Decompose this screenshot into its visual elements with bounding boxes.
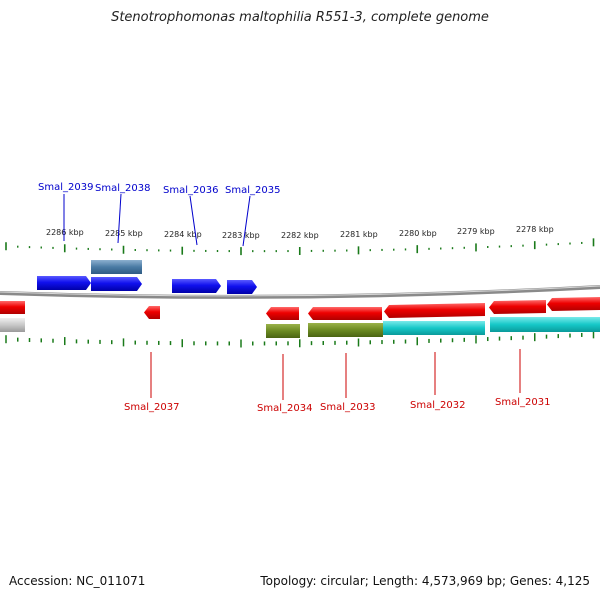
- accession-info: Accession: NC_011071: [9, 574, 146, 588]
- scale-label: 2284 kbp: [164, 230, 202, 239]
- scale-label: 2278 kbp: [516, 225, 554, 234]
- forward-leaders: [63, 193, 251, 247]
- gene-label[interactable]: Smal_2034: [257, 403, 312, 414]
- forward-gene-labels: Smal_2039 Smal_2038 Smal_2036 Smal_2035: [38, 182, 280, 196]
- gene-smal-2033-cds[interactable]: [308, 307, 382, 320]
- scale-label: 2281 kbp: [340, 230, 378, 239]
- gene-smal-2035[interactable]: [227, 280, 257, 294]
- scale-label: 2286 kbp: [46, 228, 84, 237]
- gene-label[interactable]: Smal_2031: [495, 397, 550, 408]
- gene-label[interactable]: Smal_2032: [410, 400, 465, 411]
- leader-smal-2035: [242, 195, 251, 247]
- gene-smal-2032-region[interactable]: [383, 321, 485, 335]
- gene-smal-2039[interactable]: [37, 276, 91, 290]
- gene-smal-2037[interactable]: [144, 306, 160, 319]
- gene-label[interactable]: Smal_2033: [320, 402, 375, 413]
- forward-strand-features: [37, 260, 257, 294]
- scale-label: 2279 kbp: [457, 227, 495, 236]
- leader-smal-2036: [189, 195, 198, 246]
- outer-tick-ring: [5, 238, 595, 256]
- scale-label: 2285 kbp: [105, 229, 143, 238]
- gene-smal-2034-cds[interactable]: [266, 307, 299, 320]
- gene-smal-2033-region[interactable]: [308, 323, 383, 337]
- scale-label: 2280 kbp: [399, 229, 437, 238]
- scale-label: 2283 kbp: [222, 231, 260, 240]
- reverse-leaders: [150, 349, 521, 400]
- scale-labels: 2286 kbp 2285 kbp 2284 kbp 2283 kbp 2282…: [46, 225, 554, 240]
- gene-left-edge-red[interactable]: [0, 301, 25, 314]
- gene-smal-2036[interactable]: [172, 279, 221, 293]
- gene-label[interactable]: Smal_2038: [95, 183, 150, 194]
- gene-smal-2031-region[interactable]: [490, 317, 600, 332]
- gene-label[interactable]: Smal_2035: [225, 185, 280, 196]
- gene-label[interactable]: Smal_2036: [163, 185, 218, 196]
- gene-left-edge-gray[interactable]: [0, 318, 25, 332]
- genome-backbone-highlight: [0, 285, 600, 297]
- gene-smal-2038-region[interactable]: [91, 260, 142, 274]
- gene-right-edge-red[interactable]: [547, 297, 600, 311]
- inner-tick-ring: [5, 330, 595, 348]
- leader-smal-2038: [117, 193, 122, 244]
- gene-smal-2032-cds[interactable]: [384, 303, 485, 318]
- genome-backbone: [0, 285, 600, 299]
- genome-summary: Topology: circular; Length: 4,573,969 bp…: [260, 574, 590, 588]
- map-title: Stenotrophomonas maltophilia R551-3, com…: [111, 10, 489, 25]
- scale-label: 2282 kbp: [281, 231, 319, 240]
- gene-label[interactable]: Smal_2039: [38, 182, 93, 193]
- reverse-strand-features: [0, 297, 600, 338]
- reverse-gene-labels: Smal_2037 Smal_2034 Smal_2033 Smal_2032 …: [124, 397, 550, 414]
- gene-smal-2038-cds[interactable]: [91, 277, 142, 291]
- gene-label[interactable]: Smal_2037: [124, 402, 179, 413]
- gene-smal-2034-region[interactable]: [266, 324, 300, 338]
- gene-smal-2031-cds[interactable]: [489, 300, 546, 314]
